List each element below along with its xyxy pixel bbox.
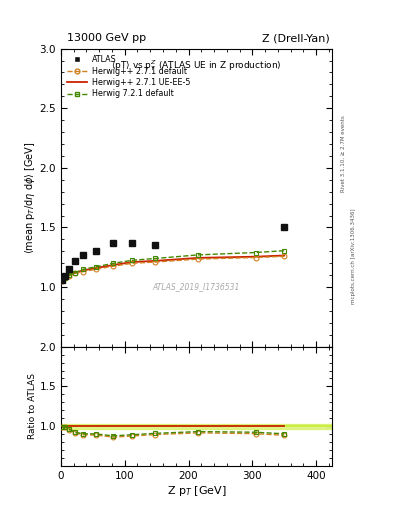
Text: Z (Drell-Yan): Z (Drell-Yan): [263, 33, 330, 44]
Legend: ATLAS, Herwig++ 2.7.1 default, Herwig++ 2.7.1 UE-EE-5, Herwig 7.2.1 default: ATLAS, Herwig++ 2.7.1 default, Herwig++ …: [65, 53, 193, 101]
Text: 13000 GeV pp: 13000 GeV pp: [67, 33, 146, 44]
Text: $\langle$pT$\rangle$ vs p$_T^Z$ (ATLAS UE in Z production): $\langle$pT$\rangle$ vs p$_T^Z$ (ATLAS U…: [111, 57, 282, 73]
Bar: [61, 424, 332, 429]
X-axis label: Z p$_T$ [GeV]: Z p$_T$ [GeV]: [167, 483, 226, 498]
Y-axis label: $\langle$mean p$_T$/d$\eta$ d$\phi\rangle$ [GeV]: $\langle$mean p$_T$/d$\eta$ d$\phi\rangl…: [23, 141, 37, 254]
Text: ATLAS_2019_I1736531: ATLAS_2019_I1736531: [153, 283, 240, 292]
Y-axis label: Ratio to ATLAS: Ratio to ATLAS: [28, 373, 37, 439]
Text: Rivet 3.1.10, ≥ 2.7M events: Rivet 3.1.10, ≥ 2.7M events: [341, 115, 346, 192]
Text: mcplots.cern.ch [arXiv:1306.3436]: mcplots.cern.ch [arXiv:1306.3436]: [351, 208, 356, 304]
